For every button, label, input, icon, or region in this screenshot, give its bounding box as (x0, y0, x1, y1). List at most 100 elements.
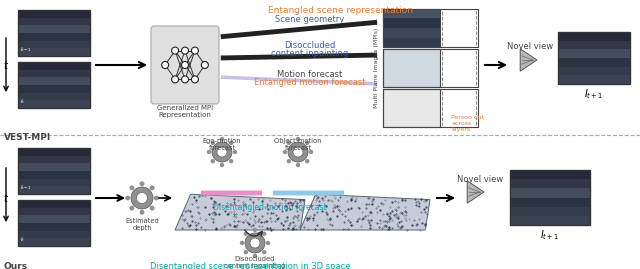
Text: Ours: Ours (4, 262, 28, 269)
Circle shape (217, 147, 227, 157)
Circle shape (154, 196, 159, 200)
Bar (18, 200, 90, 246)
Circle shape (288, 142, 308, 162)
Polygon shape (300, 194, 430, 230)
Bar (18, 62, 90, 108)
Circle shape (202, 62, 209, 69)
Circle shape (240, 241, 244, 245)
Circle shape (191, 76, 198, 83)
Bar (18, 171, 90, 179)
Text: $I_{t+1}$: $I_{t+1}$ (540, 228, 560, 242)
Bar (18, 186, 90, 194)
Circle shape (296, 163, 300, 167)
Bar (18, 41, 90, 48)
Bar (558, 32, 630, 84)
Bar (442, 89, 476, 127)
Bar (18, 179, 90, 186)
Text: Entangled scene representation: Entangled scene representation (268, 6, 413, 15)
Bar (383, 28, 440, 38)
Circle shape (250, 238, 260, 248)
Text: Disentangled motion forecast: Disentangled motion forecast (213, 203, 327, 212)
Bar (383, 9, 440, 47)
Text: Scene geometry: Scene geometry (275, 15, 344, 24)
Bar (18, 10, 90, 56)
Bar (18, 62, 90, 70)
Bar (18, 25, 90, 33)
Circle shape (172, 76, 179, 83)
Circle shape (220, 137, 224, 141)
Bar (383, 49, 478, 87)
Bar (18, 100, 90, 108)
Bar (510, 170, 590, 225)
Circle shape (131, 187, 153, 209)
Circle shape (150, 185, 154, 190)
Circle shape (253, 254, 257, 258)
Bar (383, 9, 478, 47)
Bar (18, 148, 90, 194)
Circle shape (309, 150, 313, 154)
Bar (510, 207, 590, 216)
Bar (18, 163, 90, 171)
Bar (18, 10, 90, 56)
Bar (18, 10, 90, 18)
Text: Multi Plane Images (MPIs): Multi Plane Images (MPIs) (374, 28, 379, 108)
Text: VEST-MPI: VEST-MPI (4, 133, 51, 142)
Bar (18, 215, 90, 223)
Bar (558, 58, 630, 67)
Circle shape (262, 250, 266, 254)
Bar (383, 18, 440, 28)
Text: $t$: $t$ (3, 192, 9, 204)
Text: Estimated
depth: Estimated depth (125, 218, 159, 231)
Circle shape (150, 206, 154, 211)
Bar (510, 170, 590, 225)
Circle shape (162, 62, 169, 69)
Bar (18, 156, 90, 163)
Bar (18, 70, 90, 77)
Bar (383, 9, 440, 18)
Bar (558, 75, 630, 84)
Circle shape (305, 159, 309, 163)
Bar (18, 85, 90, 93)
Text: $I_{t-1}$: $I_{t-1}$ (20, 45, 32, 54)
Text: Disoccluded: Disoccluded (284, 41, 336, 50)
Circle shape (305, 141, 309, 145)
Circle shape (293, 147, 303, 157)
Polygon shape (467, 181, 484, 203)
Bar (383, 89, 440, 127)
Circle shape (191, 47, 198, 54)
Bar (510, 188, 590, 197)
Bar (18, 10, 90, 56)
Circle shape (129, 185, 134, 190)
FancyBboxPatch shape (151, 26, 219, 104)
Polygon shape (520, 49, 537, 71)
Text: Ego-motion
forecast: Ego-motion forecast (203, 138, 241, 151)
Text: Disoccluded
content inpainting: Disoccluded content inpainting (224, 256, 285, 269)
Text: $I_t$: $I_t$ (20, 97, 25, 106)
Bar (18, 238, 90, 246)
Text: content inpainting: content inpainting (271, 49, 349, 58)
Bar (558, 32, 630, 84)
Bar (18, 93, 90, 100)
Bar (18, 33, 90, 41)
Circle shape (211, 159, 215, 163)
Text: $I_{t-1}$: $I_{t-1}$ (20, 183, 32, 192)
Circle shape (129, 206, 134, 211)
Bar (18, 77, 90, 85)
Bar (383, 49, 440, 87)
Bar (510, 216, 590, 225)
Bar (18, 148, 90, 194)
Circle shape (262, 232, 266, 236)
Circle shape (253, 228, 257, 232)
Circle shape (136, 193, 147, 204)
Bar (18, 223, 90, 231)
Bar (558, 49, 630, 58)
Circle shape (229, 141, 234, 145)
Bar (383, 9, 440, 47)
Circle shape (211, 141, 215, 145)
Bar (18, 62, 90, 108)
Circle shape (220, 163, 224, 167)
Circle shape (296, 137, 300, 141)
Bar (18, 48, 90, 56)
Bar (18, 200, 90, 208)
Circle shape (283, 150, 287, 154)
